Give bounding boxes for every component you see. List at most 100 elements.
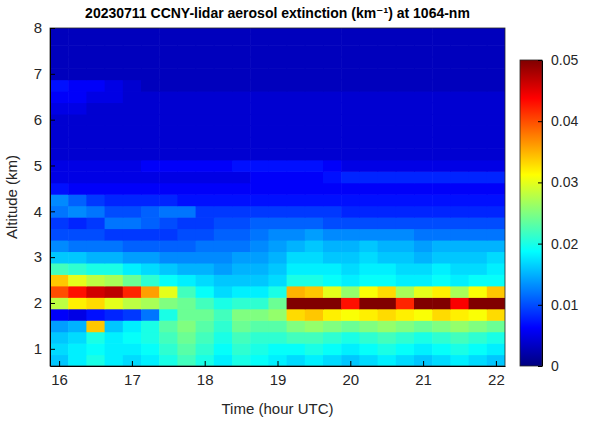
cell: [196, 160, 215, 172]
cell: [196, 137, 215, 149]
cell: [196, 263, 215, 275]
cell: [378, 28, 397, 34]
cell: [232, 68, 251, 80]
cell: [469, 343, 488, 355]
cell: [450, 183, 469, 195]
x-tick: 16: [51, 361, 68, 388]
cell: [487, 229, 505, 241]
cell: [250, 263, 269, 275]
cell: [341, 171, 360, 183]
cell: [432, 137, 451, 149]
cell: [359, 309, 378, 321]
cell: [450, 297, 469, 309]
cell: [196, 148, 215, 160]
cell: [232, 286, 251, 298]
cell: [50, 171, 69, 183]
cell: [268, 80, 287, 92]
cell: [359, 80, 378, 92]
cell: [469, 217, 488, 229]
cell: [359, 171, 378, 183]
cell: [469, 240, 488, 252]
cell: [268, 309, 287, 321]
cell: [469, 251, 488, 263]
colorbar-axis-line: [542, 61, 543, 367]
y-tick-label: 4: [34, 203, 42, 220]
cell: [487, 217, 505, 229]
colorbar-tick-mark: [538, 305, 542, 306]
cell: [50, 332, 69, 344]
cell: [50, 274, 69, 286]
cell: [414, 332, 433, 344]
cell: [359, 320, 378, 332]
cell: [159, 45, 178, 57]
cell: [105, 91, 124, 103]
cell: [378, 171, 397, 183]
cell: [105, 28, 124, 34]
cell: [414, 343, 433, 355]
cell: [359, 240, 378, 252]
cell: [396, 217, 415, 229]
cell: [123, 68, 142, 80]
cell: [396, 45, 415, 57]
cell: [105, 320, 124, 332]
cell: [159, 137, 178, 149]
cell: [50, 251, 69, 263]
y-axis-title: Altitude (km): [3, 155, 20, 239]
cell: [232, 57, 251, 69]
cell: [487, 251, 505, 263]
cell: [305, 194, 324, 206]
cell: [86, 206, 105, 218]
cell: [378, 80, 397, 92]
x-tick-mark: [423, 361, 424, 366]
cell: [323, 137, 342, 149]
cell: [214, 343, 233, 355]
cell: [214, 274, 233, 286]
cell: [396, 286, 415, 298]
cell: [487, 57, 505, 69]
cell: [359, 217, 378, 229]
cell: [105, 68, 124, 80]
cell: [159, 68, 178, 80]
cell: [250, 28, 269, 34]
y-tick: 6: [34, 111, 55, 128]
cell: [414, 240, 433, 252]
cell: [196, 343, 215, 355]
cell: [305, 28, 324, 34]
cell: [396, 80, 415, 92]
cell: [287, 286, 306, 298]
cell: [323, 217, 342, 229]
cell: [159, 194, 178, 206]
cell: [232, 240, 251, 252]
cell: [305, 274, 324, 286]
cell: [196, 320, 215, 332]
cell: [177, 355, 196, 366]
cell: [50, 160, 69, 172]
chart: 1617181920212212345678Time (hour UTC)Alt…: [0, 0, 615, 426]
cell: [305, 355, 324, 366]
cell: [323, 194, 342, 206]
cell: [196, 91, 215, 103]
cell: [487, 206, 505, 218]
cell: [450, 263, 469, 275]
cell: [50, 102, 69, 114]
y-tick-mark: [50, 211, 55, 212]
cell: [196, 45, 215, 57]
cell: [141, 114, 160, 126]
y-tick-mark: [50, 349, 55, 350]
cell: [50, 217, 69, 229]
y-tick-label: 3: [34, 248, 42, 265]
cell: [177, 320, 196, 332]
cell: [287, 206, 306, 218]
cell: [214, 148, 233, 160]
cell: [378, 160, 397, 172]
cell: [487, 45, 505, 57]
cell: [487, 137, 505, 149]
cell: [68, 263, 87, 275]
plot-background: [50, 28, 505, 366]
cell: [123, 297, 142, 309]
cell: [196, 125, 215, 137]
cell: [341, 274, 360, 286]
cell: [196, 332, 215, 344]
cell: [450, 28, 469, 34]
cell: [450, 343, 469, 355]
